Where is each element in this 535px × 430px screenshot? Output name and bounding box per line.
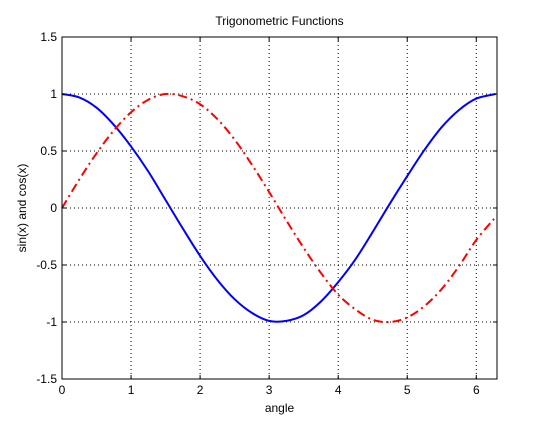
x-axis-title: angle (265, 401, 295, 415)
x-tick-label: 1 (128, 383, 135, 397)
tick-layer (61, 36, 497, 380)
x-tick-label: 5 (404, 383, 411, 397)
y-tick-label: 1.5 (40, 30, 57, 44)
x-tick-label: 4 (335, 383, 342, 397)
y-axis-title: sin(x) and cos(x) (15, 164, 29, 253)
y-tick-label: 1 (50, 87, 57, 101)
y-tick-label: 0.5 (40, 144, 57, 158)
y-tick-label: -1.5 (36, 372, 57, 386)
label-layer: 0 1 2 3 4 5 6 -1.5 -1 -0.5 0 0.5 1 1.5 (36, 30, 480, 397)
x-tick-label: 2 (197, 383, 204, 397)
x-tick-label: 3 (266, 383, 273, 397)
y-tick-label: 0 (50, 201, 57, 215)
y-tick-label: -1 (46, 315, 57, 329)
y-tick-label: -0.5 (36, 258, 57, 272)
series-line-solid (61, 93, 496, 323)
series-layer (61, 92, 497, 324)
x-tick-label: 0 (59, 383, 66, 397)
x-tick-label: 6 (473, 383, 480, 397)
chart-title: Trigonometric Functions (215, 14, 343, 28)
series-line-dash-dot (61, 92, 497, 324)
